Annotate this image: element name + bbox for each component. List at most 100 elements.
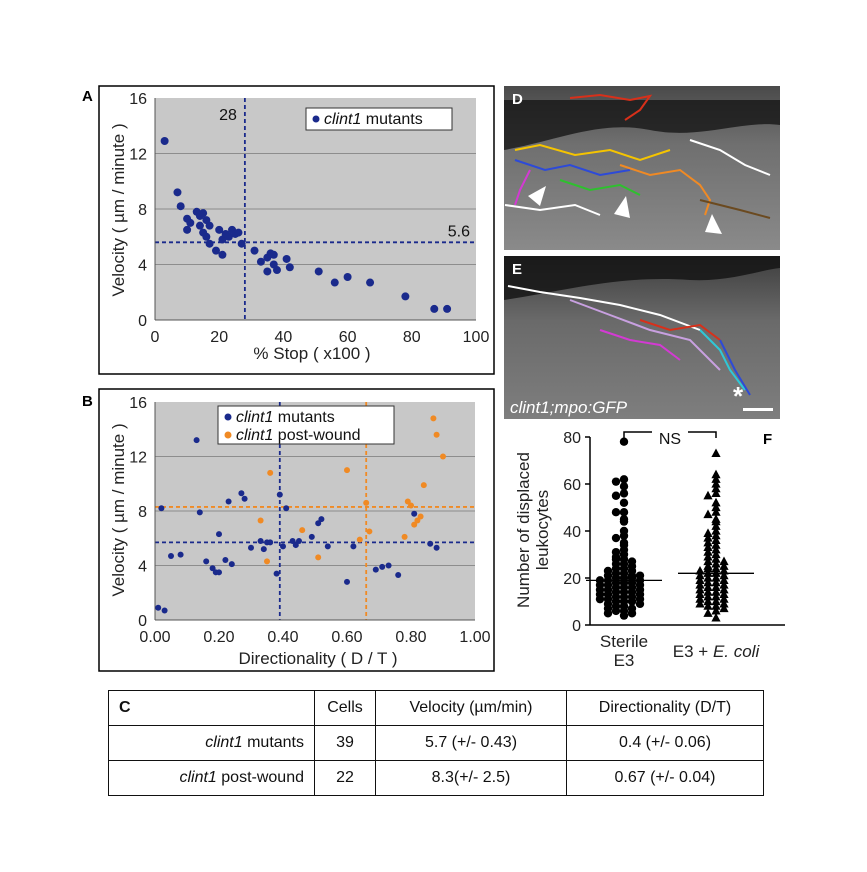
ecoli-data-point [719, 584, 729, 594]
y-tick-label: 12 [129, 450, 147, 467]
mutant-data-point [222, 557, 229, 564]
legend-entry-text: post-wound [273, 427, 360, 444]
mutant-data-point [205, 239, 214, 248]
table-row-label: clint1 post-wound [108, 760, 315, 796]
postwound-data-point [363, 499, 370, 506]
panel-d-letter: D [512, 91, 523, 108]
ecoli-data-point [695, 575, 705, 584]
postwound-data-point [430, 415, 437, 422]
ecoli-data-point [703, 596, 713, 606]
category-label: E3 [614, 651, 635, 670]
ecoli-data-point [711, 521, 721, 530]
sterile-data-point [611, 606, 621, 616]
sterile-data-point [619, 498, 629, 507]
ecoli-data-point [703, 528, 713, 537]
x-tick-label: 40 [275, 329, 293, 346]
sterile-data-point [635, 599, 645, 609]
mutant-data-point [202, 232, 211, 241]
ecoli-data-point [703, 587, 713, 596]
ecoli-data-point [711, 479, 721, 488]
mutant-data-point [308, 533, 315, 540]
sterile-data-point [595, 594, 605, 604]
sterile-data-point [619, 531, 629, 540]
mutant-data-point [280, 543, 286, 550]
ecoli-data-point [703, 537, 713, 547]
mutant-data-point [186, 218, 195, 227]
x-tick-label: 80 [403, 329, 421, 346]
ecoli-data-point [695, 589, 705, 599]
sterile-data-point [611, 491, 621, 500]
y-tick-label: 16 [129, 395, 147, 412]
mutant-data-point [350, 543, 357, 550]
panel-a-y-axis-label: Velocity ( µm / minute ) [109, 123, 128, 296]
panel-f-y-axis-label-line2: leukocytes [533, 490, 552, 570]
postwound-data-point [417, 513, 424, 520]
mutant-data-point [269, 250, 278, 259]
mutant-data-point [225, 498, 232, 505]
mutant-data-point [257, 537, 264, 544]
mutant-data-point [411, 510, 418, 517]
mutant-data-point [296, 537, 302, 544]
x-tick-label: 60 [339, 329, 357, 346]
ecoli-data-point [711, 612, 721, 622]
mutant-data-point [183, 225, 192, 234]
mutant-data-point [267, 539, 274, 546]
x-tick-label: 0 [151, 329, 160, 346]
y-tick-label: 60 [563, 477, 581, 494]
legend-entry-text: mutants [273, 409, 334, 426]
legend-entry-text: mutants [361, 111, 422, 128]
mutant-data-point [216, 569, 222, 576]
mutant-data-point [318, 516, 325, 523]
ecoli-data-point [711, 488, 721, 497]
table-cell-velocity: 5.7 (+/- 0.43) [375, 725, 567, 761]
mutant-data-point [314, 267, 323, 276]
table-cell-directionality: 0.4 (+/- 0.06) [566, 725, 764, 761]
mutant-data-point [177, 551, 184, 558]
postwound-data-point [299, 527, 306, 534]
postwound-data-point [433, 431, 440, 438]
ecoli-data-point [703, 591, 713, 601]
panel-e-scale-bar [743, 408, 773, 411]
ecoli-data-point [695, 570, 705, 580]
panel-a-chart: A 0 4 8 12 16 0 20 40 60 80 100 28 5.6 clint1 mutants… [82, 85, 495, 375]
panel-f-letter: F [763, 431, 772, 448]
legend-box [217, 405, 395, 445]
ecoli-data-point [695, 565, 705, 575]
ecoli-data-point [703, 568, 713, 577]
panel-a-x-axis-label: % Stop ( x100 ) [253, 344, 370, 363]
mutant-data-point [161, 607, 168, 614]
ecoli-data-point [711, 596, 721, 606]
mutant-data-point [224, 232, 233, 241]
mutant-data-point [241, 495, 248, 502]
category-label: Sterile [600, 632, 648, 651]
mutant-data-point [285, 263, 294, 272]
ecoli-data-point [711, 502, 721, 512]
mutant-data-point [155, 604, 162, 611]
ecoli-data-point [695, 598, 705, 608]
panel-b-letter: B [82, 393, 93, 410]
postwound-data-point [356, 536, 363, 543]
ecoli-data-point [711, 601, 721, 610]
mutant-data-point [158, 505, 165, 512]
table-cell-velocity: 8.3(+/- 2.5) [375, 760, 567, 796]
panel-b-chart: B 0 4 8 12 16 0.00 0.20 0.40 0.60 0.80 1.00 clint1 … [82, 388, 495, 672]
table-row-label: clint1 mutants [108, 725, 315, 761]
mutant-data-point [430, 304, 439, 313]
mutant-data-point [272, 266, 281, 275]
postwound-data-point [401, 533, 408, 540]
ecoli-data-point [711, 568, 721, 577]
table-cell-directionality: 0.67 (+/- 0.04) [566, 760, 764, 796]
mutant-data-point [366, 278, 375, 287]
mutant-data-point [205, 221, 214, 230]
ecoli-data-point [703, 490, 713, 500]
panel-c-letter: C [119, 699, 131, 716]
mutant-data-point [173, 188, 182, 197]
mutant-data-point [193, 437, 200, 444]
row-label-italic: clint1 [205, 734, 243, 751]
mutant-data-point [196, 509, 203, 516]
legend-box [305, 107, 453, 131]
table-cell-cells: 39 [314, 725, 376, 761]
sterile-data-point [627, 597, 637, 606]
panel-d-dark-band [504, 100, 780, 150]
